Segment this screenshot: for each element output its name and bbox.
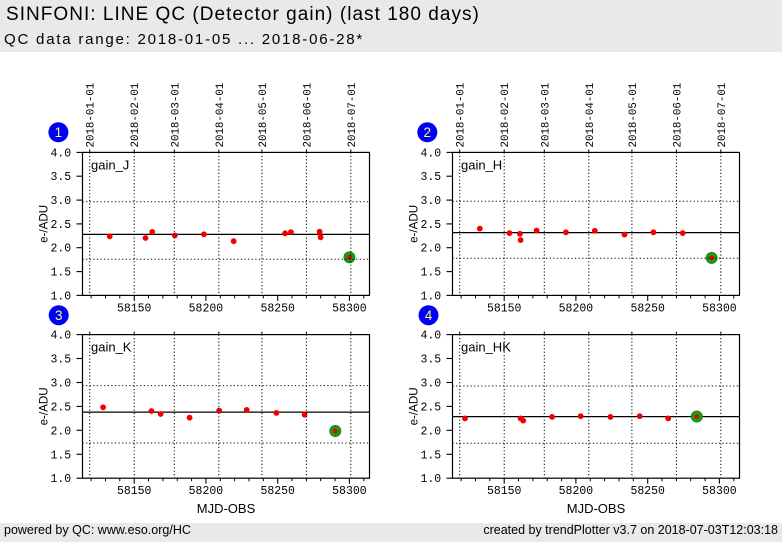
svg-text:3.0: 3.0 (50, 378, 71, 391)
svg-text:58300: 58300 (702, 485, 737, 498)
svg-text:4.0: 4.0 (420, 147, 441, 160)
svg-text:gain_J: gain_J (91, 157, 129, 172)
svg-text:2018-06-01: 2018-06-01 (672, 83, 684, 148)
svg-text:2.0: 2.0 (420, 425, 441, 438)
svg-text:4.0: 4.0 (50, 330, 71, 343)
svg-text:e-/ADU: e-/ADU (38, 387, 51, 425)
svg-text:3.0: 3.0 (50, 195, 71, 208)
svg-text:2018-05-01: 2018-05-01 (628, 83, 640, 148)
svg-text:1.0: 1.0 (420, 290, 441, 303)
svg-text:2018-03-01: 2018-03-01 (170, 83, 182, 148)
svg-text:2.5: 2.5 (420, 219, 441, 232)
svg-text:58300: 58300 (702, 302, 737, 315)
svg-text:58200: 58200 (189, 302, 224, 315)
svg-text:2.5: 2.5 (420, 401, 441, 414)
svg-text:58150: 58150 (487, 485, 522, 498)
svg-text:3.0: 3.0 (420, 378, 441, 391)
svg-text:58250: 58250 (630, 485, 665, 498)
svg-text:1.0: 1.0 (50, 290, 71, 303)
svg-text:2018-01-01: 2018-01-01 (456, 83, 468, 148)
svg-text:e-/ADU: e-/ADU (408, 387, 421, 425)
svg-text:1.5: 1.5 (420, 267, 441, 280)
svg-text:MJD-OBS: MJD-OBS (567, 501, 626, 516)
svg-text:58150: 58150 (487, 302, 522, 315)
svg-text:3.5: 3.5 (50, 171, 71, 184)
svg-text:1.5: 1.5 (420, 449, 441, 462)
svg-text:2018-06-01: 2018-06-01 (302, 83, 314, 148)
svg-text:58150: 58150 (117, 485, 152, 498)
svg-text:2018-04-01: 2018-04-01 (215, 83, 227, 148)
svg-text:2018-07-01: 2018-07-01 (717, 83, 729, 148)
svg-text:3.0: 3.0 (420, 195, 441, 208)
svg-text:58250: 58250 (630, 302, 665, 315)
svg-text:3.5: 3.5 (50, 354, 71, 367)
svg-text:e-/ADU: e-/ADU (408, 205, 421, 243)
svg-text:e-/ADU: e-/ADU (38, 205, 51, 243)
svg-text:4: 4 (425, 308, 433, 323)
svg-text:1.0: 1.0 (420, 473, 441, 486)
svg-text:2018-07-01: 2018-07-01 (347, 83, 359, 148)
svg-text:58200: 58200 (559, 485, 594, 498)
svg-text:2018-02-01: 2018-02-01 (500, 83, 512, 148)
svg-text:1.5: 1.5 (50, 267, 71, 280)
svg-text:4.0: 4.0 (50, 147, 71, 160)
svg-text:2018-04-01: 2018-04-01 (585, 83, 597, 148)
svg-text:2.5: 2.5 (50, 401, 71, 414)
svg-text:gain_HK: gain_HK (461, 340, 511, 355)
svg-text:2018-01-01: 2018-01-01 (86, 83, 98, 148)
svg-text:1.0: 1.0 (50, 473, 71, 486)
svg-text:2.0: 2.0 (420, 243, 441, 256)
svg-text:3.5: 3.5 (420, 354, 441, 367)
svg-text:2.0: 2.0 (50, 425, 71, 438)
svg-text:58300: 58300 (332, 302, 367, 315)
svg-text:MJD-OBS: MJD-OBS (197, 501, 256, 516)
svg-text:58200: 58200 (559, 302, 594, 315)
svg-text:58250: 58250 (260, 485, 295, 498)
svg-text:1.5: 1.5 (50, 449, 71, 462)
svg-text:1: 1 (55, 125, 63, 140)
svg-text:gain_H: gain_H (461, 157, 502, 172)
svg-text:3: 3 (55, 308, 63, 323)
svg-text:58250: 58250 (260, 302, 295, 315)
svg-text:3.5: 3.5 (420, 171, 441, 184)
svg-text:2018-02-01: 2018-02-01 (130, 83, 142, 148)
svg-text:2.0: 2.0 (50, 243, 71, 256)
svg-text:2018-05-01: 2018-05-01 (258, 83, 270, 148)
svg-text:58300: 58300 (332, 485, 367, 498)
svg-text:58150: 58150 (117, 302, 152, 315)
svg-text:4.0: 4.0 (420, 330, 441, 343)
svg-text:2.5: 2.5 (50, 219, 71, 232)
svg-text:58200: 58200 (189, 485, 224, 498)
svg-text:2: 2 (424, 125, 432, 140)
svg-text:2018-03-01: 2018-03-01 (540, 83, 552, 148)
svg-text:gain_K: gain_K (91, 340, 132, 355)
